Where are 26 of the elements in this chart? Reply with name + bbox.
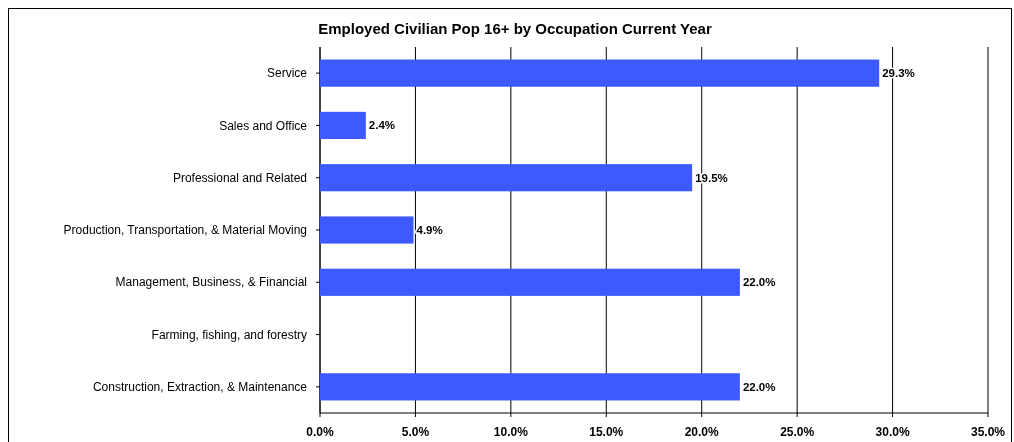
data-label: 4.9% <box>416 224 443 237</box>
y-tick-label: Farming, fishing, and forestry <box>151 327 307 342</box>
y-tick-label: Management, Business, & Financial <box>115 275 307 290</box>
bar <box>320 111 366 140</box>
x-tick-label: 5.0% <box>401 425 430 439</box>
x-tick-label: 35.0% <box>970 425 1006 439</box>
bar <box>320 59 880 87</box>
y-tick-label: Construction, Extraction, & Maintenance <box>92 380 308 395</box>
y-tick-label: Professional and Related <box>172 170 307 185</box>
bar <box>320 216 414 244</box>
x-tick-label: 0.0% <box>306 425 334 439</box>
y-tick-label: Sales and Office <box>219 118 308 133</box>
bar <box>320 164 693 192</box>
x-tick-label: 15.0% <box>589 425 624 439</box>
bar <box>320 268 740 296</box>
bar <box>320 373 740 401</box>
data-label: 22.0% <box>742 380 776 393</box>
x-tick-label: 10.0% <box>493 425 529 439</box>
x-tick-label: 25.0% <box>780 425 815 439</box>
data-label: 22.0% <box>742 276 776 289</box>
x-tick-label: 20.0% <box>684 425 720 439</box>
x-tick-label: 30.0% <box>875 425 910 439</box>
y-tick-label: Production, Transportation, & Material Moving <box>63 223 307 238</box>
chart-title: Employed Civilian Pop 16+ by Occupation Current Year <box>318 20 712 37</box>
data-label: 2.4% <box>368 119 396 132</box>
y-tick-label: Service <box>266 66 308 81</box>
